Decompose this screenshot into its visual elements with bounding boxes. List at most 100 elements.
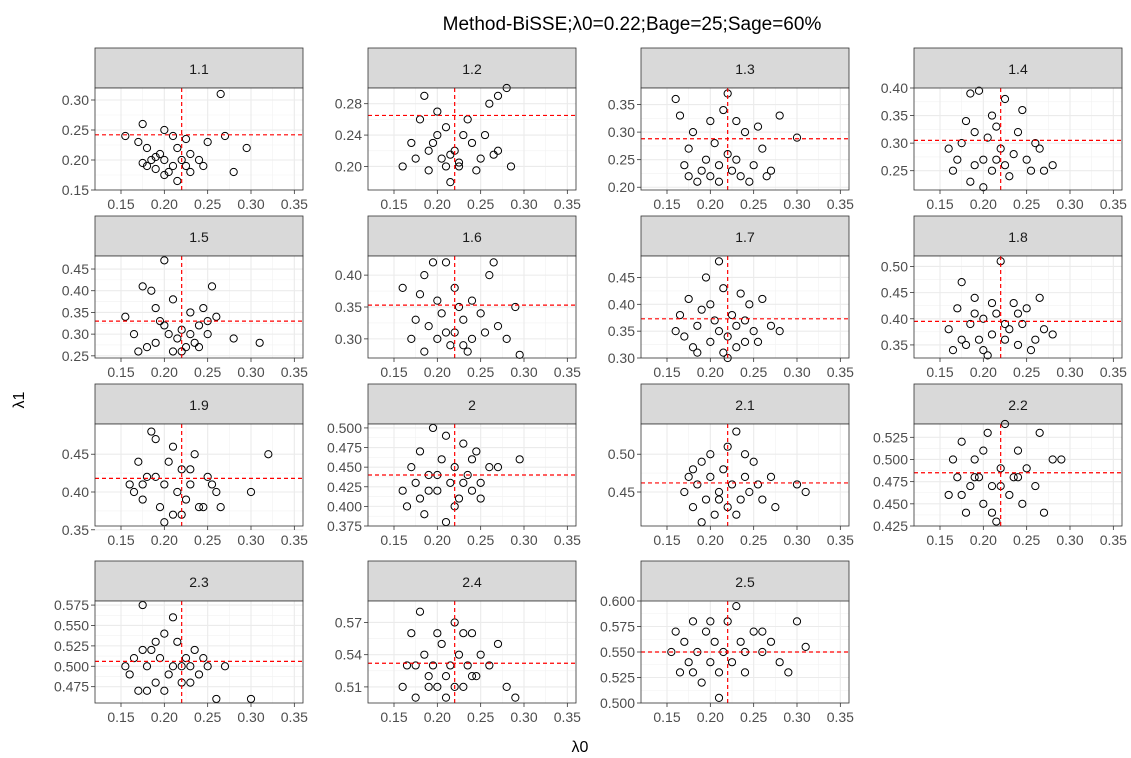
data-point xyxy=(485,463,494,472)
data-point xyxy=(142,161,152,171)
data-point xyxy=(420,650,429,659)
x-tick-label: 0.20 xyxy=(151,196,178,212)
facet-strip xyxy=(913,215,1123,257)
data-point xyxy=(688,465,698,474)
data-point xyxy=(142,686,152,695)
data-point xyxy=(216,89,225,99)
data-point xyxy=(970,293,979,302)
data-point xyxy=(229,334,238,343)
data-point xyxy=(758,294,767,304)
data-point xyxy=(134,137,143,147)
panel: 1.2 0.15 0.20 0.25 0.30 0.35 0.20 0.24 0.28 xyxy=(335,47,581,212)
x-tick-label: 0.20 xyxy=(697,532,724,548)
facet-strip xyxy=(94,215,304,257)
data-point xyxy=(740,450,750,459)
data-point xyxy=(727,166,737,175)
data-point xyxy=(688,128,698,137)
data-point xyxy=(454,302,464,312)
x-tick-label: 0.35 xyxy=(827,364,854,380)
y-tick-label: 0.40 xyxy=(608,296,635,312)
data-point xyxy=(1009,150,1018,159)
data-point xyxy=(194,321,204,330)
data-point xyxy=(1039,166,1049,175)
panel: 2.3 0.15 0.20 0.25 0.30 0.35 0.475 0.500 0.525 0.… xyxy=(54,560,308,725)
data-point xyxy=(433,296,442,305)
data-point xyxy=(420,271,429,280)
data-point xyxy=(467,296,477,305)
data-point xyxy=(771,503,780,512)
data-point xyxy=(194,670,204,679)
data-point xyxy=(957,335,966,344)
panel-border xyxy=(94,87,304,191)
data-point xyxy=(472,447,481,456)
x-tick-label: 0.35 xyxy=(281,196,308,212)
y-tick-label: 0.475 xyxy=(873,474,908,490)
x-tick-label: 0.20 xyxy=(697,709,724,725)
data-point xyxy=(433,486,442,495)
data-point xyxy=(749,161,758,170)
data-point xyxy=(437,154,446,163)
facet-strip xyxy=(640,560,850,602)
data-point xyxy=(472,166,481,175)
data-point xyxy=(407,138,416,148)
data-point xyxy=(1035,144,1044,153)
data-point xyxy=(727,480,737,489)
data-point xyxy=(719,105,728,115)
data-point xyxy=(974,335,984,344)
facet-label: 1.4 xyxy=(1008,61,1028,77)
y-tick-label: 0.25 xyxy=(62,122,89,138)
y-tick-label: 0.54 xyxy=(335,647,362,663)
data-point xyxy=(467,486,477,495)
plot-area xyxy=(641,256,849,358)
data-point xyxy=(125,480,134,489)
data-point xyxy=(151,472,160,481)
data-point xyxy=(987,508,997,517)
data-point xyxy=(476,494,485,503)
data-point xyxy=(1039,325,1049,334)
data-point xyxy=(441,162,451,171)
data-point xyxy=(441,693,451,702)
y-tick-label: 0.40 xyxy=(335,267,362,283)
data-point xyxy=(992,309,1001,318)
x-tick-label: 0.35 xyxy=(827,196,854,212)
facet-strip xyxy=(640,215,850,257)
data-point xyxy=(983,133,992,142)
data-point xyxy=(766,321,776,330)
data-point xyxy=(697,457,706,466)
y-tick-label: 0.525 xyxy=(873,429,908,445)
data-point xyxy=(758,495,767,504)
data-point xyxy=(168,161,178,171)
data-point xyxy=(160,686,169,695)
facet-strip xyxy=(367,47,577,89)
data-point xyxy=(714,327,724,336)
data-point xyxy=(134,347,143,356)
data-point xyxy=(1018,319,1027,329)
data-point xyxy=(740,128,750,137)
data-point xyxy=(186,678,195,687)
panel: 1.1 0.15 0.20 0.25 0.30 0.35 0.15 0.20 0.25 0.30 xyxy=(62,47,308,212)
data-point xyxy=(784,668,793,677)
data-point xyxy=(758,627,767,636)
data-point xyxy=(1022,304,1031,313)
y-tick-label: 0.30 xyxy=(608,350,635,366)
data-point xyxy=(264,450,273,459)
data-point xyxy=(953,155,962,164)
x-tick-label: 0.25 xyxy=(194,364,221,380)
data-point xyxy=(1031,335,1040,344)
data-point xyxy=(961,340,971,350)
data-point xyxy=(948,166,958,175)
data-point xyxy=(402,502,412,511)
data-point xyxy=(190,338,199,347)
x-tick-label: 0.25 xyxy=(1013,196,1040,212)
x-tick-label: 0.30 xyxy=(237,709,264,725)
x-tick-label: 0.25 xyxy=(194,709,221,725)
x-tick-label: 0.15 xyxy=(653,532,680,548)
data-point xyxy=(511,693,520,702)
data-point xyxy=(480,328,490,337)
y-tick-label: 0.20 xyxy=(62,152,89,168)
data-point xyxy=(719,465,728,474)
data-point xyxy=(740,337,750,346)
panel-border xyxy=(913,423,1123,527)
y-tick-label: 0.575 xyxy=(54,597,89,613)
data-point xyxy=(138,282,147,291)
